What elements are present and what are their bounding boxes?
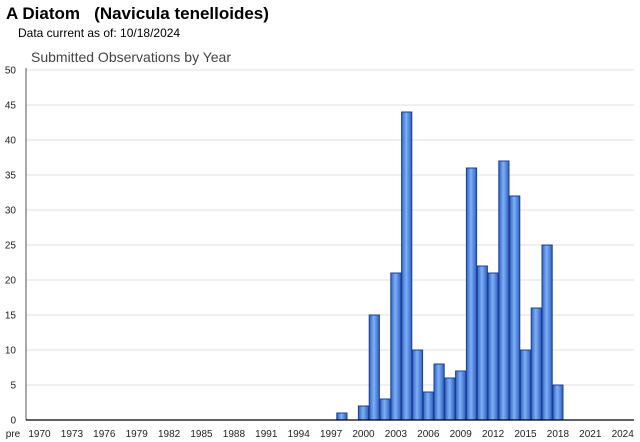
bar-2002	[379, 398, 391, 421]
y-tick-label: 50	[5, 66, 17, 77]
x-tick-label: 1979	[126, 429, 149, 440]
x-tick-label: 1988	[223, 429, 246, 440]
gridlines	[26, 69, 634, 386]
x-tick-label: 2000	[352, 429, 375, 440]
axes	[25, 68, 634, 421]
x-tick-label: pre	[6, 429, 21, 440]
bar-2006	[422, 391, 434, 421]
bar-2007	[433, 363, 445, 421]
bar-2010	[465, 167, 478, 421]
y-tick-label: 45	[5, 101, 17, 112]
x-tick-label: 2015	[514, 429, 537, 440]
y-tick-label: 10	[5, 346, 17, 357]
bars	[336, 111, 564, 421]
bar-2018	[552, 384, 564, 421]
y-tick-label: 20	[5, 276, 17, 287]
page-title: A Diatom (Navicula tenelloides)	[6, 4, 269, 23]
bar-2013	[498, 160, 510, 421]
y-tick-label: 0	[10, 416, 16, 427]
y-tick-label: 15	[5, 311, 17, 322]
x-tick-label: 1970	[28, 429, 51, 440]
x-tick-label: 1973	[61, 429, 84, 440]
bar-2008	[444, 377, 456, 421]
x-tick-label: 1997	[320, 429, 343, 440]
bar-2014	[509, 195, 521, 421]
bar-2005	[411, 349, 424, 421]
x-tick-label: 2003	[385, 429, 408, 440]
x-tick-label: 2018	[547, 429, 570, 440]
y-tick-label: 25	[5, 241, 17, 252]
x-tick-label: 2006	[417, 429, 440, 440]
bar-2011	[476, 265, 488, 421]
bar-1998	[336, 412, 348, 421]
x-tick-label: 1982	[158, 429, 181, 440]
y-tick-label: 35	[5, 171, 17, 182]
x-tick-label: 1985	[190, 429, 213, 440]
bar-2017	[541, 244, 553, 421]
y-tick-label: 5	[10, 381, 16, 392]
y-tick-label: 40	[5, 136, 17, 147]
bar-2000	[357, 405, 370, 421]
bar-2001	[368, 314, 380, 421]
bar-2012	[487, 272, 499, 421]
x-tick-label: 1994	[288, 429, 311, 440]
bar-2009	[455, 370, 467, 421]
bar-2016	[530, 307, 542, 421]
y-tick-label: 30	[5, 206, 17, 217]
x-tick-label: 2021	[579, 429, 602, 440]
x-tick-label: 2012	[482, 429, 505, 440]
y-tick-labels: 0 5 10 15 20 25 30 35 40 45 50	[5, 66, 17, 427]
x-tick-labels: pre 1970 1973 1976 1979 1982 1985 1988 1991 1994 1…	[6, 429, 634, 440]
x-tick-label: 2009	[450, 429, 473, 440]
x-tick-label: 2024	[612, 429, 635, 440]
data-current-note: Data current as of: 10/18/2024	[18, 26, 181, 40]
bar-2003	[390, 272, 402, 421]
bar-2015	[519, 349, 532, 421]
x-tick-label: 1976	[93, 429, 116, 440]
bar-2004	[401, 111, 413, 421]
x-tick-label: 1991	[255, 429, 278, 440]
chart-title: Submitted Observations by Year	[31, 49, 232, 65]
